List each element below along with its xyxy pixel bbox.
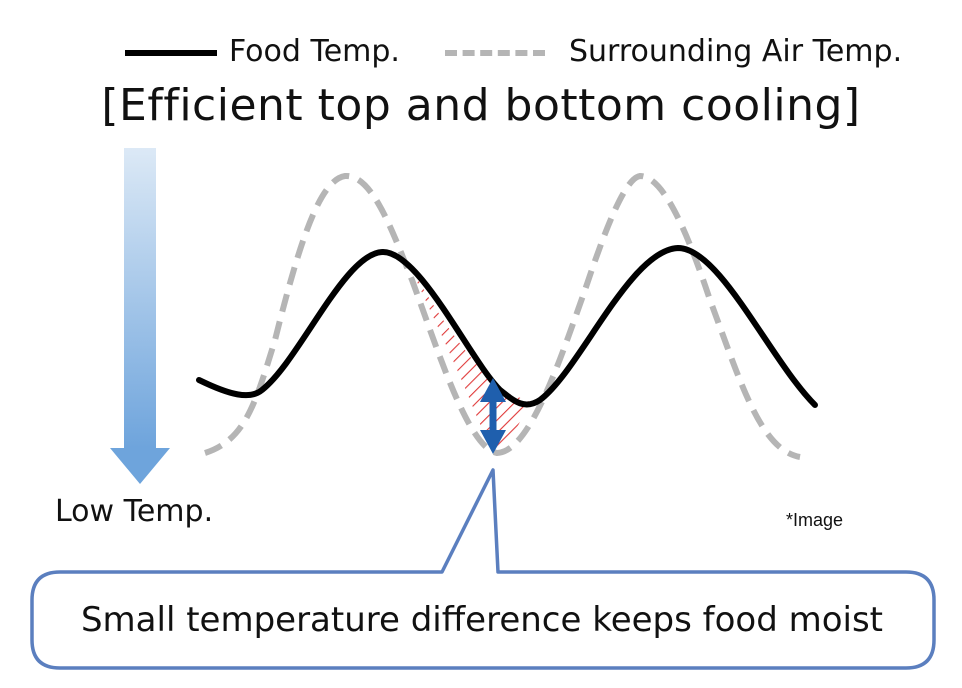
difference-double-arrow	[480, 378, 506, 454]
legend-air-temp-label: Surrounding Air Temp.	[569, 34, 903, 69]
low-temp-label: Low Temp.	[55, 494, 214, 529]
low-temp-arrow-head	[110, 448, 170, 484]
diagram-title: [Efficient top and bottom cooling]	[101, 80, 861, 131]
image-note: *Image	[786, 510, 844, 530]
legend: Food Temp. Surrounding Air Temp.	[125, 30, 955, 74]
low-temp-arrow	[110, 148, 170, 484]
legend-solid-line	[125, 50, 217, 56]
air-temp-curve	[204, 172, 801, 460]
callout-bubble	[30, 468, 936, 670]
food-temp-curve	[196, 245, 818, 408]
callout-text: Small temperature difference keeps food …	[80, 600, 884, 640]
low-temp-arrow-shaft	[124, 148, 156, 448]
legend-dashed-line	[445, 50, 545, 56]
legend-food-temp-label: Food Temp.	[229, 34, 400, 69]
